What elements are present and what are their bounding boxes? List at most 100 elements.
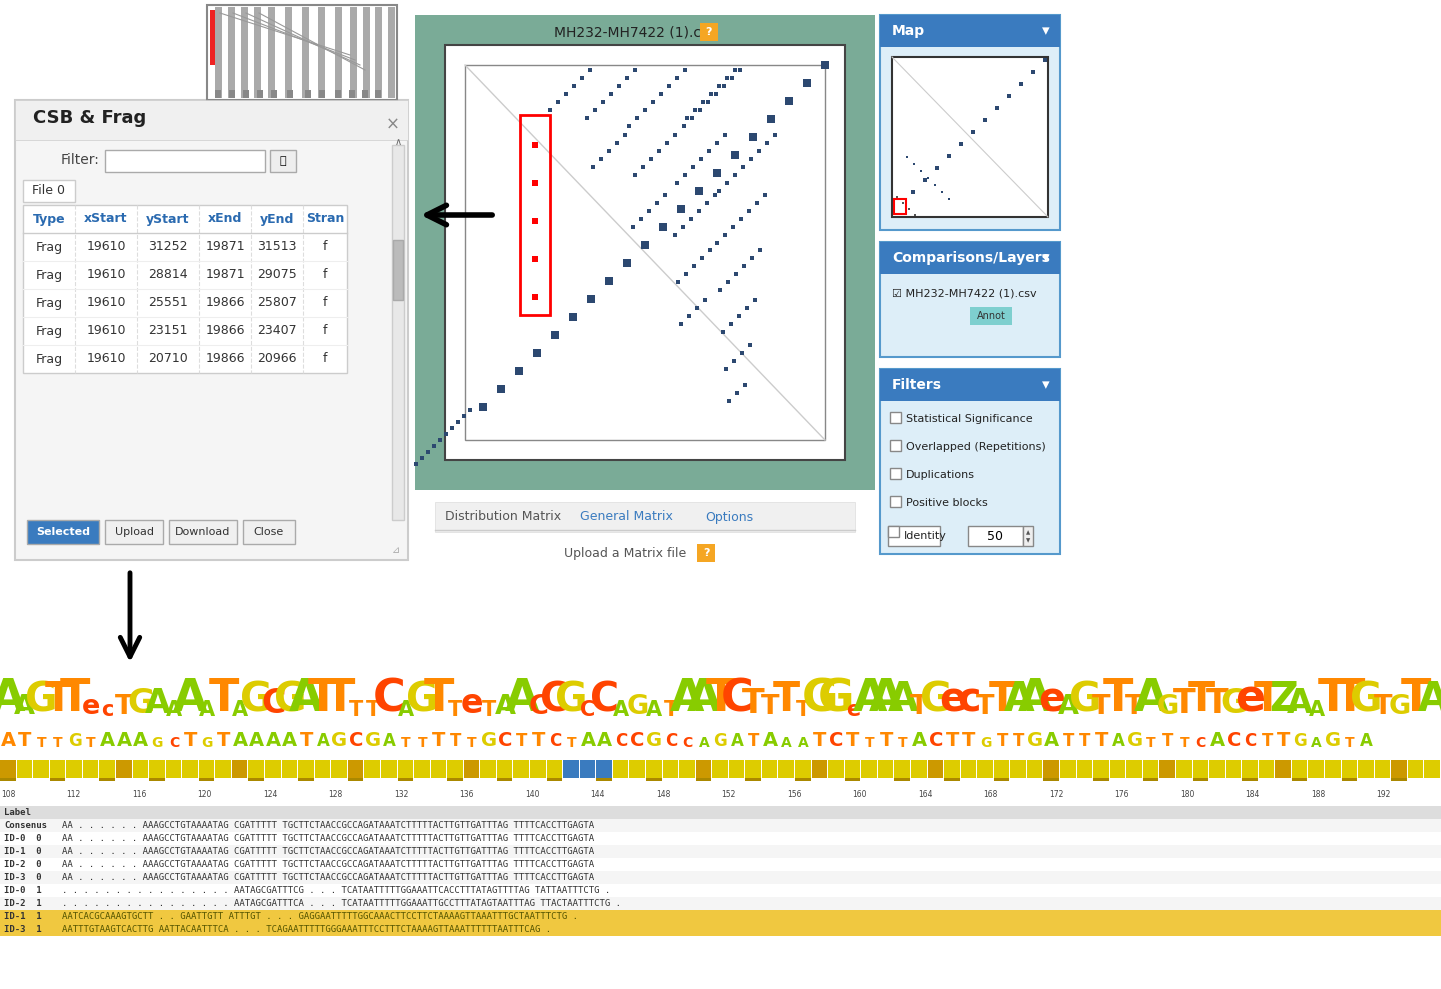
Point: [621, 220, 644, 235]
Point: [795, 75, 818, 91]
Text: A: A: [199, 700, 215, 720]
Text: G: G: [1389, 694, 1411, 720]
Text: ID-3  0: ID-3 0: [4, 873, 42, 882]
Text: Download: Download: [176, 527, 231, 537]
Text: AA . . . . . . AAAGCCTGTAAAATAG CGATTTTT TGCTTCTAACCGCCAGATAAATCTTTTTACTTGTTGATT: AA . . . . . . AAAGCCTGTAAAATAG CGATTTTT…: [62, 847, 594, 856]
Point: [687, 183, 710, 199]
Bar: [480, 760, 496, 778]
Bar: [968, 526, 1023, 546]
Bar: [133, 760, 148, 778]
Text: A: A: [912, 731, 927, 750]
Point: [914, 172, 937, 188]
Bar: [49, 778, 65, 781]
Bar: [911, 760, 927, 778]
Text: C: C: [581, 700, 595, 720]
Bar: [318, 7, 326, 98]
Text: ?: ?: [703, 548, 709, 558]
Bar: [994, 760, 1009, 778]
Point: [748, 242, 771, 258]
Point: [738, 203, 761, 219]
Text: Frag: Frag: [36, 352, 62, 366]
Text: MH232-MH7422 (1).csv: MH232-MH7422 (1).csv: [553, 26, 716, 40]
Text: A: A: [494, 694, 516, 720]
Text: A: A: [144, 687, 170, 720]
Point: [452, 408, 476, 424]
Point: [507, 363, 530, 379]
Bar: [241, 7, 248, 98]
Text: 19610: 19610: [86, 268, 125, 282]
Text: f: f: [323, 268, 327, 282]
Bar: [1027, 760, 1042, 778]
Text: e: e: [846, 700, 860, 720]
Bar: [105, 150, 265, 172]
Text: Frag: Frag: [36, 297, 62, 310]
Text: A: A: [0, 731, 16, 750]
Point: [670, 201, 693, 217]
Bar: [435, 502, 855, 532]
Bar: [795, 760, 811, 778]
Bar: [287, 90, 293, 98]
Text: C: C: [529, 694, 548, 720]
Point: [706, 235, 729, 251]
Point: [814, 57, 837, 73]
Point: [579, 291, 602, 307]
Text: T: T: [300, 731, 313, 750]
Text: A: A: [1134, 677, 1169, 720]
Bar: [445, 45, 844, 460]
Point: [718, 393, 741, 408]
Text: . . . . . . . . . . . . . . . . AATAGCGATTTCG . . . TCATAATTTTTGGAAATTCACCTTTATA: . . . . . . . . . . . . . . . . AATAGCGA…: [62, 886, 610, 895]
Bar: [66, 760, 82, 778]
Point: [723, 62, 746, 78]
Text: T: T: [448, 700, 463, 720]
Point: [699, 86, 722, 102]
Text: 20710: 20710: [148, 352, 187, 366]
Bar: [0, 910, 1441, 923]
Text: T: T: [532, 731, 545, 750]
Text: f: f: [323, 324, 327, 337]
Bar: [365, 760, 380, 778]
Bar: [1193, 760, 1208, 778]
Bar: [254, 7, 261, 98]
Point: [909, 163, 932, 179]
Text: Frag: Frag: [36, 240, 62, 253]
Text: A: A: [232, 700, 248, 720]
Text: T: T: [450, 732, 461, 750]
Bar: [271, 90, 277, 98]
Text: 19866: 19866: [205, 324, 245, 337]
Text: xStart: xStart: [84, 213, 128, 225]
Text: T: T: [1147, 736, 1156, 750]
Bar: [350, 7, 357, 98]
Text: G: G: [980, 736, 991, 750]
Bar: [891, 440, 901, 451]
Bar: [0, 760, 16, 778]
Point: [680, 110, 703, 126]
Text: 168: 168: [983, 790, 997, 799]
Point: [723, 147, 746, 163]
Bar: [513, 760, 529, 778]
Bar: [33, 760, 49, 778]
Point: [680, 211, 703, 226]
Point: [630, 211, 653, 226]
Point: [729, 62, 752, 78]
Point: [916, 170, 940, 186]
Bar: [244, 520, 295, 544]
Bar: [298, 760, 314, 778]
Bar: [375, 7, 382, 98]
Bar: [229, 90, 235, 98]
Text: Options: Options: [705, 510, 754, 523]
Text: ▾: ▾: [1042, 378, 1050, 393]
Point: [733, 377, 757, 393]
Text: A: A: [249, 731, 264, 750]
Text: Statistical Significance: Statistical Significance: [906, 414, 1033, 424]
Bar: [0, 858, 1441, 871]
Point: [651, 220, 674, 235]
Text: 116: 116: [131, 790, 146, 799]
Point: [598, 143, 621, 159]
Point: [615, 70, 638, 86]
Text: Z: Z: [1270, 680, 1298, 720]
Text: T: T: [1079, 732, 1091, 750]
Bar: [895, 778, 909, 781]
Point: [728, 309, 751, 324]
Bar: [1342, 778, 1357, 781]
Point: [924, 177, 947, 193]
